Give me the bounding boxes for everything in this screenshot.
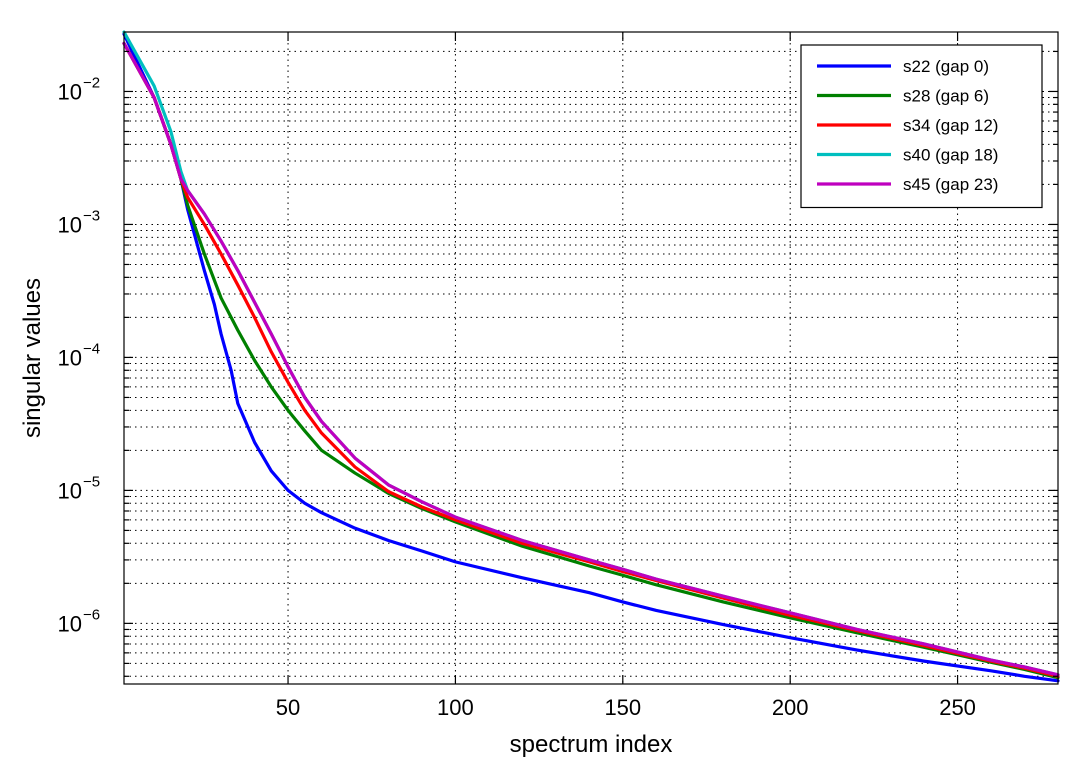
x-tick-label: 150 <box>604 695 641 720</box>
legend-label: s22 (gap 0) <box>903 57 989 76</box>
y-tick-label: 10 −4 <box>58 340 101 370</box>
x-tick-label: 100 <box>437 695 474 720</box>
x-tick-label: 50 <box>276 695 300 720</box>
x-tick-label: 200 <box>772 695 809 720</box>
legend-label: s34 (gap 12) <box>903 116 998 135</box>
y-tick-exponent: −2 <box>83 74 100 91</box>
legend-entry: s40 (gap 18) <box>817 146 998 165</box>
y-tick-label: 10 −2 <box>58 74 101 104</box>
y-tick-exponent: −4 <box>83 340 100 357</box>
series-line-2 <box>122 41 1060 680</box>
y-tick-label: 10 −5 <box>58 473 101 503</box>
legend-entry: s22 (gap 0) <box>817 57 989 76</box>
grid <box>124 32 1058 684</box>
legend-label: s45 (gap 23) <box>903 175 998 194</box>
x-tick-labels: 50 100 150 200 250 <box>276 695 976 720</box>
y-tick-base: 10 <box>58 478 82 503</box>
y-tick-base: 10 <box>58 79 82 104</box>
legend-label: s40 (gap 18) <box>903 146 998 165</box>
x-tick-label: 250 <box>939 695 976 720</box>
y-tick-labels: 10−610−510−410−310−2 <box>58 74 101 636</box>
y-tick-base: 10 <box>58 611 82 636</box>
x-axis-label: spectrum index <box>510 731 673 758</box>
legend-label: s28 (gap 6) <box>903 87 989 106</box>
series-line-1 <box>122 32 1060 683</box>
legend-entry: s28 (gap 6) <box>817 87 989 106</box>
series-line-3 <box>122 41 1060 678</box>
y-tick-exponent: −6 <box>83 606 100 623</box>
legend-entry: s34 (gap 12) <box>817 116 998 135</box>
y-tick-base: 10 <box>58 212 82 237</box>
series-layer <box>122 30 1060 683</box>
y-axis-label: singular values <box>19 278 46 438</box>
y-tick-label: 10 −3 <box>58 207 101 237</box>
y-tick-base: 10 <box>58 345 82 370</box>
legend-entry: s45 (gap 23) <box>817 175 998 194</box>
series-line-5 <box>122 41 1060 677</box>
y-tick-exponent: −5 <box>83 473 100 490</box>
y-tick-label: 10 −6 <box>58 606 101 636</box>
ticks <box>124 32 1058 684</box>
y-tick-exponent: −3 <box>83 207 100 224</box>
legend: s22 (gap 0) s28 (gap 6) s34 (gap 12) s40 (g… <box>800 44 1043 209</box>
